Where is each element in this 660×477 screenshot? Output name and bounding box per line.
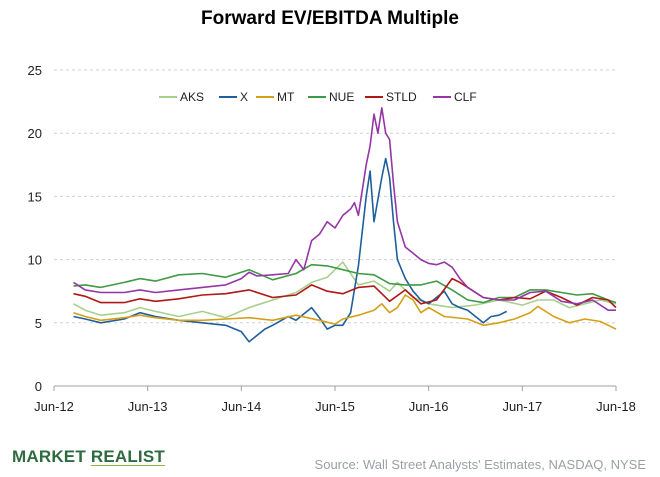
- series-lines: [73, 107, 617, 343]
- chart-title: Forward EV/EBITDA Multiple: [201, 8, 459, 29]
- y-tick-label: 15: [28, 189, 42, 204]
- x-tick-label: Jun-16: [409, 399, 449, 414]
- gridlines: [54, 69, 616, 324]
- legend-label-aks: AKS: [180, 90, 204, 104]
- axes: 0 5 10 15 20 25 Jun-12 Jun-13 Jun-14 Jun-15 Jun-16…: [28, 63, 636, 414]
- x-tick-label: Jun-15: [315, 399, 355, 414]
- legend: AKS X MT NUE STLD CLF: [159, 90, 477, 104]
- brand-logo: MARKET REALIST: [12, 447, 165, 467]
- y-tick-label: 25: [28, 63, 42, 78]
- y-tick-label: 20: [28, 126, 42, 141]
- series-line-mt: [73, 294, 617, 330]
- y-tick-label: 0: [35, 379, 42, 394]
- series-line-aks: [73, 261, 617, 319]
- x-tick-label: Jun-18: [596, 399, 636, 414]
- legend-label-stld: STLD: [386, 90, 417, 104]
- legend-label-clf: CLF: [454, 90, 477, 104]
- legend-label-x: X: [240, 90, 248, 104]
- line-chart: 0 5 10 15 20 25 Jun-12 Jun-13 Jun-14 Jun-15 Jun-16…: [28, 63, 636, 414]
- legend-label-mt: MT: [277, 90, 295, 104]
- series-line-nue: [73, 263, 617, 304]
- x-tick-label: Jun-12: [34, 399, 74, 414]
- y-tick-label: 5: [35, 316, 42, 331]
- brand-logo-word-2: REALIST: [90, 447, 165, 466]
- series-line-clf: [73, 107, 616, 311]
- x-tick-label: Jun-17: [502, 399, 542, 414]
- brand-logo-word-1: MARKET: [12, 447, 91, 466]
- x-tick-label: Jun-14: [221, 399, 261, 414]
- x-tick-label: Jun-13: [128, 399, 168, 414]
- series-line-stld: [73, 277, 617, 309]
- y-tick-label: 10: [28, 253, 42, 268]
- source-note: Source: Wall Street Analysts' Estimates,…: [314, 457, 646, 472]
- legend-label-nue: NUE: [329, 90, 354, 104]
- series-line-x: [73, 157, 508, 343]
